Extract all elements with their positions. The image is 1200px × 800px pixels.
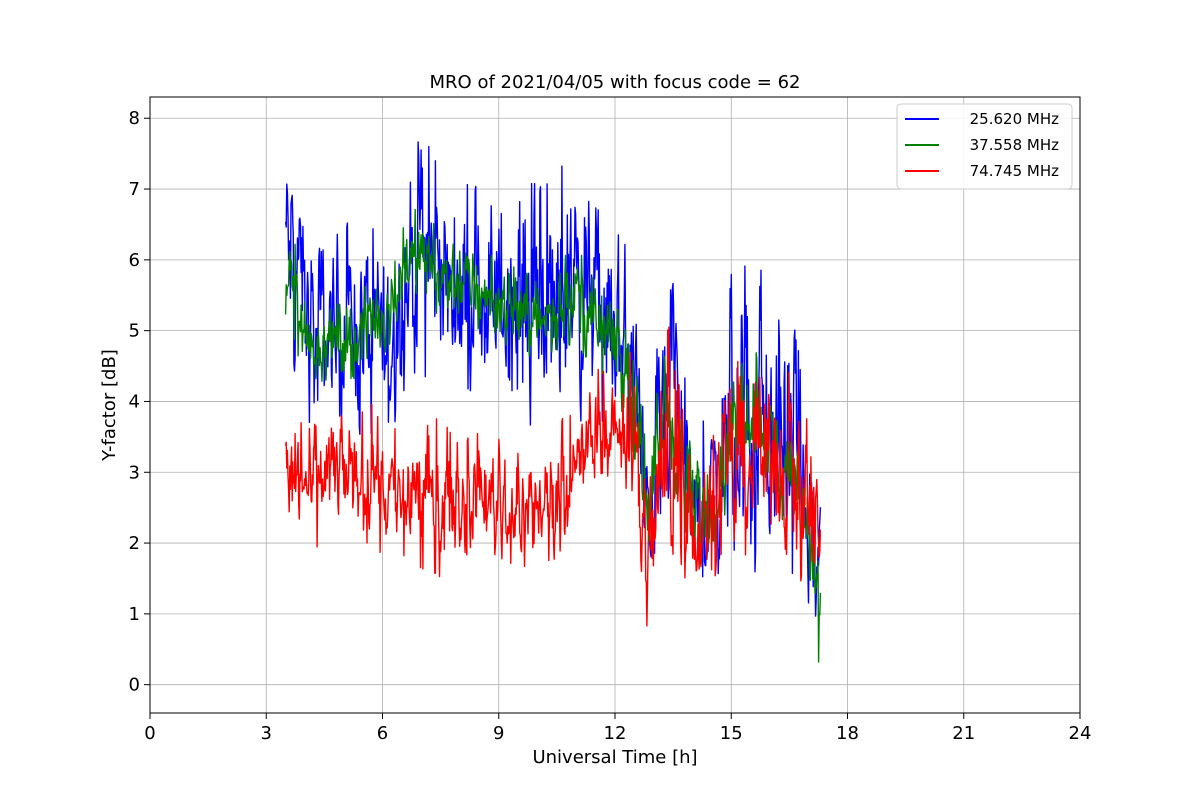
legend-label-3: 74.745 MHz [970,162,1059,180]
x-axis-label: Universal Time [h] [532,747,697,768]
y-tick-label: 8 [129,108,140,129]
y-tick-label: 0 [129,675,140,696]
x-tick-label: 12 [604,723,627,744]
x-tick-label: 9 [493,723,504,744]
y-tick-label: 7 [129,179,140,200]
x-tick-label: 15 [720,723,743,744]
y-tick-label: 2 [129,533,140,554]
y-tick-label: 3 [129,462,140,483]
legend-label-1: 25.620 MHz [970,110,1059,128]
series-line-2 [284,208,822,663]
legend-box [896,103,1073,190]
x-tick-label: 21 [952,723,975,744]
y-tick-label: 5 [129,321,140,342]
x-tick-label: 3 [261,723,272,744]
y-axis-label: Y-factor [dB] [99,349,120,462]
x-axis: 0 3 6 9 12 15 18 21 24 [144,713,1091,744]
y-tick-label: 1 [129,604,140,625]
y-tick-label: 6 [129,250,140,271]
series-lines [284,141,822,663]
legend-label-2: 37.558 MHz [970,136,1059,154]
x-tick-label: 24 [1069,723,1092,744]
x-tick-label: 0 [144,723,155,744]
x-tick-label: 18 [836,723,859,744]
x-tick-label: 6 [377,723,388,744]
chart-title: MRO of 2021/04/05 with focus code = 62 [430,72,801,93]
y-axis: 0 1 2 3 4 5 6 7 8 [129,108,150,696]
y-tick-label: 4 [129,391,140,412]
legend: 25.620 MHz 37.558 MHz 74.745 MHz [896,103,1073,190]
series-line-3 [284,326,822,627]
